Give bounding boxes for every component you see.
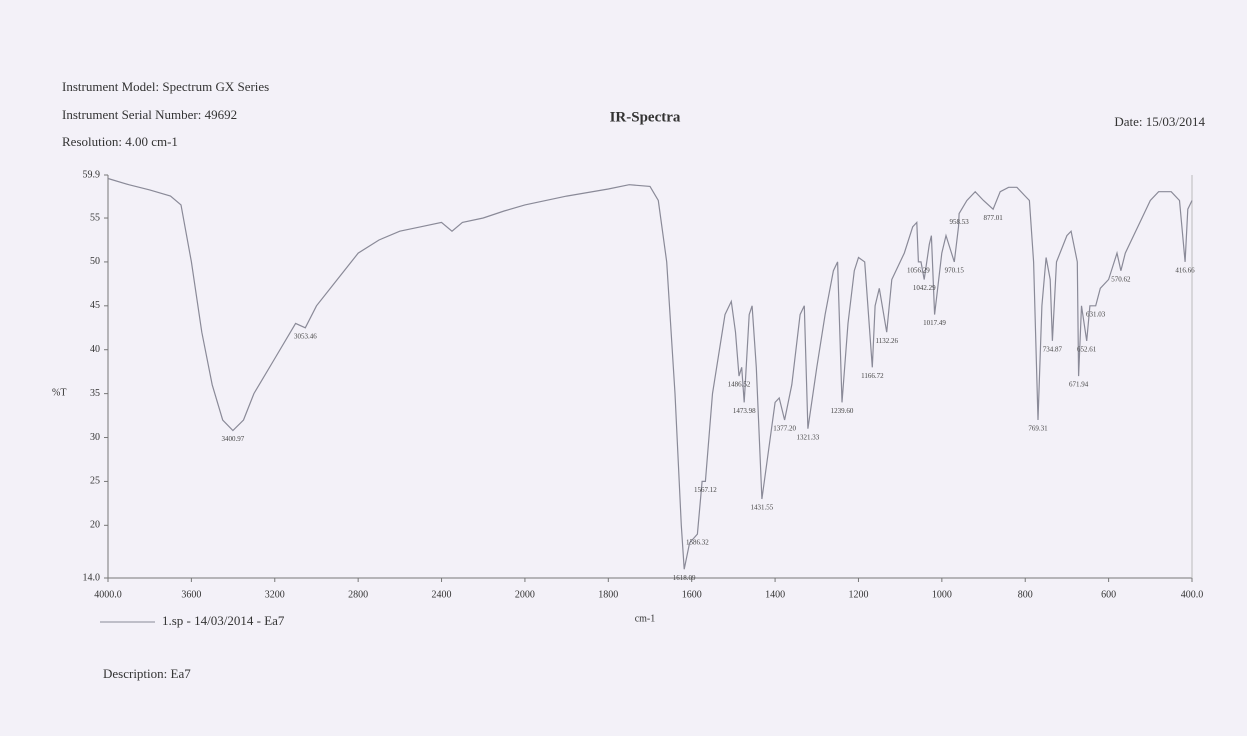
peak-label: 1567.12: [694, 486, 717, 494]
peak-label: 734.87: [1043, 346, 1063, 354]
x-tick-label: 400.0: [1181, 589, 1204, 600]
serial-number: Instrument Serial Number: 49692: [62, 107, 237, 122]
peak-label: 958.53: [950, 218, 970, 226]
peak-label: 3053.46: [294, 332, 317, 340]
x-tick-label: 2800: [348, 589, 368, 600]
y-tick-label: 50: [90, 256, 100, 267]
x-tick-label: 2400: [432, 589, 452, 600]
legend-label: 1.sp - 14/03/2014 - Ea7: [162, 613, 285, 628]
x-tick-label: 800: [1018, 589, 1033, 600]
peak-label: 1486.52: [728, 381, 751, 389]
y-tick-label: 40: [90, 344, 100, 355]
x-tick-label: 2000: [515, 589, 535, 600]
y-tick-label: 35: [90, 388, 100, 399]
peak-label: 769.31: [1028, 425, 1048, 433]
peak-label: 1166.72: [861, 372, 884, 380]
chart-title: IR-Spectra: [610, 109, 681, 125]
peak-label: 1321.33: [797, 433, 820, 441]
y-tick-label: 45: [90, 300, 100, 311]
peak-label: 671.94: [1069, 381, 1089, 389]
peak-label: 1042.29: [913, 284, 936, 292]
x-tick-label: 1400: [765, 589, 785, 600]
y-tick-label: 25: [90, 476, 100, 487]
spectrum-line: [107, 177, 1193, 570]
peak-label: 1473.98: [733, 407, 756, 415]
resolution: Resolution: 4.00 cm-1: [62, 134, 178, 149]
y-tick-label: 55: [90, 212, 100, 223]
y-tick-label: 30: [90, 432, 100, 443]
peak-label: 1618.09: [673, 574, 696, 582]
x-tick-label: 600: [1101, 589, 1116, 600]
peak-label: 1239.60: [831, 407, 854, 415]
peak-label: 1056.29: [907, 267, 930, 275]
peak-label: 3400.97: [221, 435, 244, 443]
peak-label: 1377.20: [773, 425, 796, 433]
peak-label: 1017.49: [923, 319, 946, 327]
peak-label: 1132.26: [875, 337, 898, 345]
peak-label: 1431.55: [751, 504, 774, 512]
peak-label: 877.01: [983, 214, 1003, 222]
x-tick-label: 1600: [682, 589, 702, 600]
x-tick-label: 4000.0: [94, 589, 122, 600]
peak-label: 631.03: [1086, 310, 1106, 318]
x-tick-label: 1000: [932, 589, 952, 600]
x-tick-label: 1800: [598, 589, 618, 600]
x-tick-label: 3200: [265, 589, 285, 600]
y-tick-label: 59.9: [83, 169, 101, 180]
peak-label: 970.15: [945, 267, 965, 275]
peak-label: 652.61: [1077, 346, 1097, 354]
y-axis-label: %T: [52, 387, 66, 398]
peak-label: 1586.32: [686, 539, 709, 547]
date: Date: 15/03/2014: [1114, 114, 1205, 129]
x-axis-label: cm-1: [635, 613, 656, 624]
description: Description: Ea7: [103, 666, 191, 681]
peak-label: 416.66: [1175, 267, 1195, 275]
peak-label: 570.62: [1111, 275, 1131, 283]
y-tick-label: 14.0: [83, 572, 101, 583]
x-tick-label: 1200: [848, 589, 868, 600]
x-tick-label: 3600: [181, 589, 201, 600]
y-tick-label: 20: [90, 520, 100, 531]
instrument-model: Instrument Model: Spectrum GX Series: [62, 79, 269, 94]
